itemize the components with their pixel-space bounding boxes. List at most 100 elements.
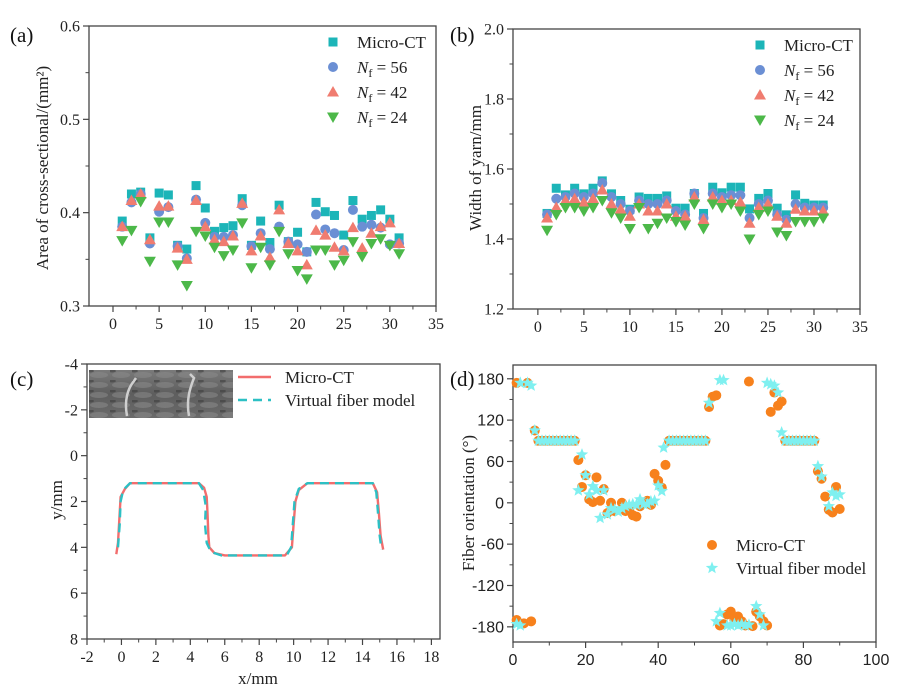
legend-item: Nf = 24 (327, 108, 408, 130)
data-point (393, 249, 406, 260)
data-point (577, 206, 590, 217)
data-point (605, 208, 618, 219)
data-point (593, 511, 607, 524)
x-tick-label: 0 (534, 319, 542, 336)
data-point (153, 217, 166, 228)
data-point (365, 227, 378, 238)
data-point (615, 501, 629, 514)
data-point (597, 483, 610, 496)
series-micro-ct (511, 376, 845, 632)
data-point (236, 197, 249, 208)
data-point (743, 217, 756, 228)
data-point (651, 205, 664, 216)
micro-ct-inset-image (89, 370, 233, 418)
y-tick-label: 0.4 (60, 205, 80, 222)
data-point (208, 242, 221, 254)
data-point (226, 245, 239, 256)
data-point (300, 258, 313, 270)
x-tick-label: 12 (320, 649, 336, 666)
data-point (126, 189, 136, 199)
data-point (256, 216, 266, 226)
legend-item: Nf = 56 (328, 58, 407, 80)
x-tick-label: 20 (577, 652, 595, 669)
data-point (807, 205, 820, 216)
x-tick-label: 25 (760, 319, 776, 336)
data-point (688, 199, 701, 210)
data-point (826, 486, 839, 498)
data-point (596, 184, 609, 195)
data-point (293, 227, 303, 237)
x-tick-label: 16 (389, 649, 405, 666)
x-tick-label: 0 (509, 652, 518, 669)
data-point (182, 244, 192, 254)
data-point (568, 192, 581, 204)
data-point (190, 226, 203, 238)
panel-label-b: (b) (450, 23, 475, 47)
data-point (311, 197, 321, 207)
y-tick-label: -4 (65, 357, 78, 374)
data-point (743, 376, 754, 387)
x-tick-label: 10 (197, 316, 213, 333)
x-tick-label: 5 (155, 316, 163, 333)
y-tick-label: 4 (70, 540, 78, 557)
legend-label: Virtual fiber model (736, 559, 866, 578)
x-tick-label: 14 (355, 649, 371, 666)
y-tick-label: 1.6 (484, 162, 504, 179)
data-point (697, 213, 710, 225)
data-point (162, 217, 175, 228)
data-point (798, 205, 811, 216)
x-tick-label: 4 (186, 649, 194, 666)
data-point (660, 459, 671, 470)
data-point (577, 196, 590, 207)
data-point (776, 396, 787, 407)
y-tick-label: 120 (477, 413, 504, 430)
data-point (601, 508, 614, 520)
data-point (125, 194, 138, 206)
data-point (254, 242, 267, 254)
data-point (346, 221, 359, 233)
legend-item: Virtual fiber model (705, 559, 866, 578)
data-point (789, 203, 802, 214)
data-point (817, 213, 830, 224)
data-point (273, 203, 286, 215)
legend-symbol: N (356, 108, 370, 127)
data-point (134, 188, 147, 199)
y-tick-label: -180 (472, 619, 504, 636)
legend-label: Nf = 24 (783, 111, 835, 133)
data-point (745, 204, 755, 214)
data-point (575, 448, 589, 460)
y-tick-label: 0.3 (60, 299, 80, 316)
panel-label-c: (c) (10, 367, 33, 391)
legend-marker (754, 89, 766, 100)
data-point (761, 206, 774, 217)
legend-d: Micro-CT Virtual fiber model (705, 536, 866, 578)
y-tick-label: 1.2 (484, 302, 504, 319)
legend-label: Nf = 56 (356, 58, 407, 80)
legend-item: Micro-CT (707, 536, 806, 555)
data-point (679, 210, 692, 221)
data-point (263, 251, 276, 262)
data-point (725, 606, 736, 617)
x-tick-label: 0 (117, 649, 125, 666)
data-point (768, 379, 781, 391)
data-point (265, 238, 275, 248)
series-virtual-fiber-model (510, 373, 846, 631)
data-point (596, 196, 609, 207)
data-point (834, 504, 845, 515)
legend-value: = 42 (799, 86, 834, 105)
data-point (753, 607, 766, 620)
data-point (134, 196, 147, 208)
data-point (653, 193, 663, 203)
data-point (750, 599, 763, 612)
legend-value: = 42 (372, 83, 407, 102)
x-axis-title-c: x/mm (238, 669, 278, 688)
series-nf-24 (116, 196, 406, 292)
data-point (347, 204, 358, 215)
legend-item: Micro-CT (328, 33, 427, 52)
data-point (735, 190, 746, 201)
x-tick-label: 80 (795, 652, 813, 669)
x-tick-label: 30 (806, 319, 822, 336)
y-axis-title-b: Width of yarn/mm (466, 105, 485, 231)
data-point (833, 488, 846, 500)
